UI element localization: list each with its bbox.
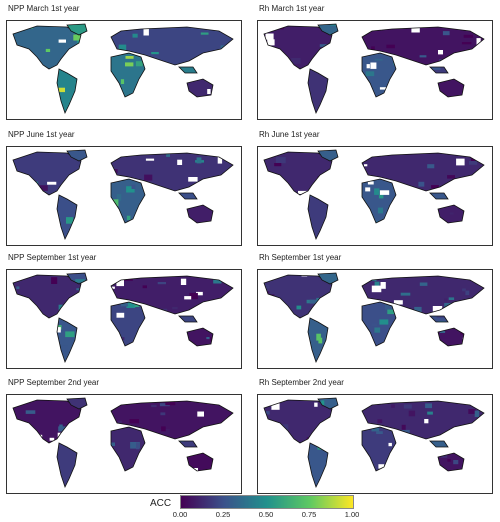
coastline bbox=[66, 149, 88, 162]
map-panel-1: NPP March 1st year bbox=[6, 4, 242, 120]
map-panel-4: Rh June 1st year bbox=[257, 130, 493, 246]
coastline bbox=[429, 66, 449, 74]
continent-fill bbox=[67, 24, 87, 35]
coastline bbox=[307, 442, 329, 489]
coastline bbox=[178, 315, 198, 323]
map-panel-2: Rh March 1st year bbox=[257, 4, 493, 120]
panel-title: NPP June 1st year bbox=[8, 130, 75, 139]
coastline bbox=[361, 178, 397, 224]
coastline bbox=[186, 452, 214, 472]
coastline bbox=[317, 23, 339, 36]
colorbar-legend: ACC 0.00 0.25 0.50 0.75 1.00 bbox=[150, 493, 390, 521]
continent-fill bbox=[57, 69, 77, 113]
coastline bbox=[66, 272, 88, 285]
world-map bbox=[257, 269, 493, 369]
coastline bbox=[178, 66, 198, 74]
continent-fill bbox=[111, 53, 145, 97]
coastline bbox=[186, 204, 214, 224]
coastline bbox=[361, 52, 397, 98]
continent-fill bbox=[67, 150, 87, 161]
panel-title: Rh September 1st year bbox=[259, 253, 342, 262]
panel-title: NPP March 1st year bbox=[8, 4, 80, 13]
coastline bbox=[110, 26, 234, 66]
world-map bbox=[257, 146, 493, 246]
legend-tick-4: 1.00 bbox=[344, 510, 360, 519]
coastline bbox=[307, 68, 329, 115]
continent-fill bbox=[318, 150, 338, 161]
coastline bbox=[437, 204, 465, 224]
world-map bbox=[6, 146, 242, 246]
legend-tick-1: 0.25 bbox=[215, 510, 231, 519]
coastline bbox=[307, 194, 329, 241]
panel-title: NPP September 1st year bbox=[8, 253, 97, 262]
continent-fill bbox=[318, 273, 338, 284]
continent-fill bbox=[67, 398, 87, 409]
coastline bbox=[317, 397, 339, 410]
continent-fill bbox=[187, 205, 213, 223]
panel-title: Rh June 1st year bbox=[259, 130, 320, 139]
coastline bbox=[361, 426, 397, 472]
map-panel-7: NPP September 2nd year bbox=[6, 378, 242, 494]
coastline bbox=[110, 426, 146, 472]
map-panel-8: Rh September 2nd year bbox=[257, 378, 493, 494]
world-map bbox=[6, 394, 242, 494]
coastline bbox=[429, 315, 449, 323]
coastline bbox=[110, 301, 146, 347]
legend-tick-3: 0.75 bbox=[301, 510, 317, 519]
coastline bbox=[56, 317, 78, 364]
world-map bbox=[6, 20, 242, 120]
coastline bbox=[437, 452, 465, 472]
coastline bbox=[56, 68, 78, 115]
coastline bbox=[437, 78, 465, 98]
coastline bbox=[66, 397, 88, 410]
world-map bbox=[257, 20, 493, 120]
coastline bbox=[110, 178, 146, 224]
coastline bbox=[178, 440, 198, 448]
coastline bbox=[307, 317, 329, 364]
coastline bbox=[110, 52, 146, 98]
coastline bbox=[437, 327, 465, 347]
world-map bbox=[257, 394, 493, 494]
coastline bbox=[361, 26, 485, 66]
coastline bbox=[317, 272, 339, 285]
panel-title: Rh March 1st year bbox=[259, 4, 325, 13]
legend-tick-2: 0.50 bbox=[258, 510, 274, 519]
legend-tick-0: 0.00 bbox=[172, 510, 188, 519]
coastline bbox=[110, 152, 234, 192]
panel-title: NPP September 2nd year bbox=[8, 378, 100, 387]
coastline bbox=[186, 78, 214, 98]
coastline bbox=[361, 301, 397, 347]
legend-color-bar bbox=[180, 495, 354, 509]
coastline bbox=[178, 192, 198, 200]
coastline bbox=[110, 400, 234, 440]
map-panel-5: NPP September 1st year bbox=[6, 253, 242, 369]
map-panel-6: Rh September 1st year bbox=[257, 253, 493, 369]
coastline bbox=[361, 400, 485, 440]
panel-title: Rh September 2nd year bbox=[259, 378, 344, 387]
world-map bbox=[6, 269, 242, 369]
continent-fill bbox=[438, 205, 464, 223]
coastline bbox=[56, 194, 78, 241]
coastline bbox=[429, 440, 449, 448]
coastline bbox=[186, 327, 214, 347]
continent-fill bbox=[318, 398, 338, 409]
coastline bbox=[110, 275, 234, 315]
legend-title: ACC bbox=[150, 498, 172, 509]
coastline bbox=[56, 442, 78, 489]
coastline bbox=[317, 149, 339, 162]
map-panel-3: NPP June 1st year bbox=[6, 130, 242, 246]
coastline bbox=[66, 23, 88, 36]
coastline bbox=[429, 192, 449, 200]
coastline bbox=[361, 152, 485, 192]
coastline bbox=[361, 275, 485, 315]
